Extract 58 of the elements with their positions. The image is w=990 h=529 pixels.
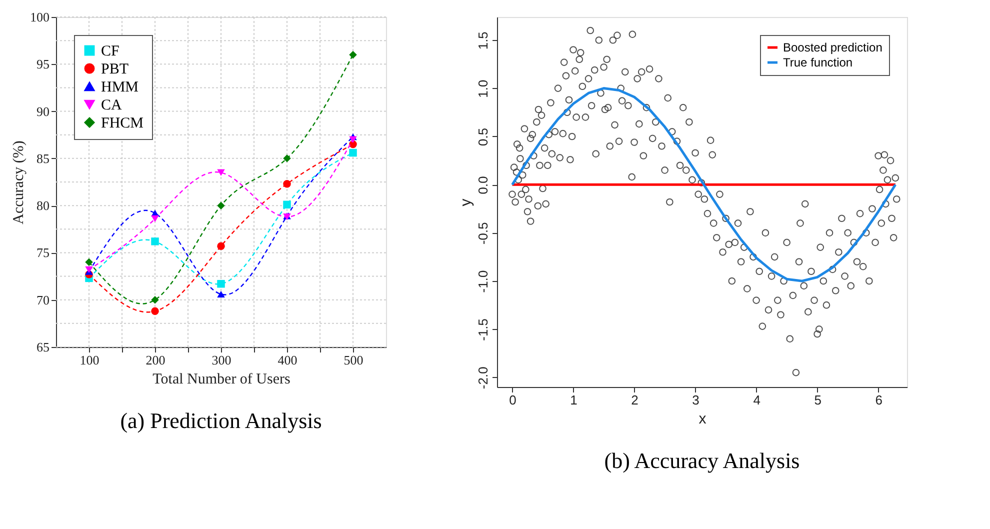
point [151,307,159,316]
y-tick-label: 70 [36,292,50,308]
y-tick-label: 90 [36,104,50,119]
y-tick-label: 0.0 [476,176,490,194]
legend-label: True function [783,56,853,70]
text: (b) Accuracy Analysis [604,448,800,473]
y-tick-label: 80 [36,198,50,214]
point [217,169,225,176]
point [283,154,291,162]
y-tick-label: 75 [36,245,50,260]
point [151,296,159,304]
y-tick-label: -2.0 [476,366,490,390]
x-tick-label: 500 [344,352,364,368]
point [349,136,357,143]
point [217,290,225,298]
legend-label: CA [101,98,122,114]
x-tick-label: 4 [753,392,760,408]
y-tick-label: 1.0 [476,80,490,98]
legend-label: FHCM [101,116,144,132]
text: (a) Prediction Analysis [120,408,322,433]
y-axis-title: y [458,198,474,206]
x-tick-label: 0 [509,392,516,408]
point [283,200,291,208]
point [349,50,357,59]
y-tick-label: 95 [36,56,50,72]
point [151,238,159,246]
x-tick-label: 100 [80,352,100,368]
point [151,215,159,222]
legend-label: Boosted prediction [783,40,882,54]
point [217,280,225,288]
x-tick-label: 6 [875,392,882,408]
legend-label: HMM [101,80,139,96]
point [283,180,291,188]
point [85,258,93,266]
point [217,242,225,250]
x-axis-title: Total Number of Users [152,372,290,388]
y-tick-label: 100 [30,10,50,24]
legend-label: PBT [101,62,129,78]
y-tick-label: -0.5 [476,222,490,245]
x-tick-label: 3 [692,392,700,408]
x-tick-label: 300 [212,352,232,368]
legend-label: CF [101,44,120,60]
x-tick-label: 400 [278,352,298,368]
point [217,202,225,210]
point [349,148,357,157]
x-tick-label: 200 [146,352,166,368]
line-series [511,87,897,282]
x-tick-label: 1 [570,392,578,408]
x-axis-title: x [698,410,707,428]
x-tick-label: 2 [631,392,638,408]
y-tick-label: 1.5 [476,32,490,50]
y-tick-label: -1.5 [476,318,490,341]
x-tick-label: 5 [814,392,822,408]
y-tick-label: -1.0 [476,270,490,293]
y-tick-label: 85 [36,150,50,166]
y-tick-label: 0.5 [476,128,490,146]
y-axis-title: Accuracy (%) [11,140,27,224]
y-tick-label: 65 [36,340,50,354]
